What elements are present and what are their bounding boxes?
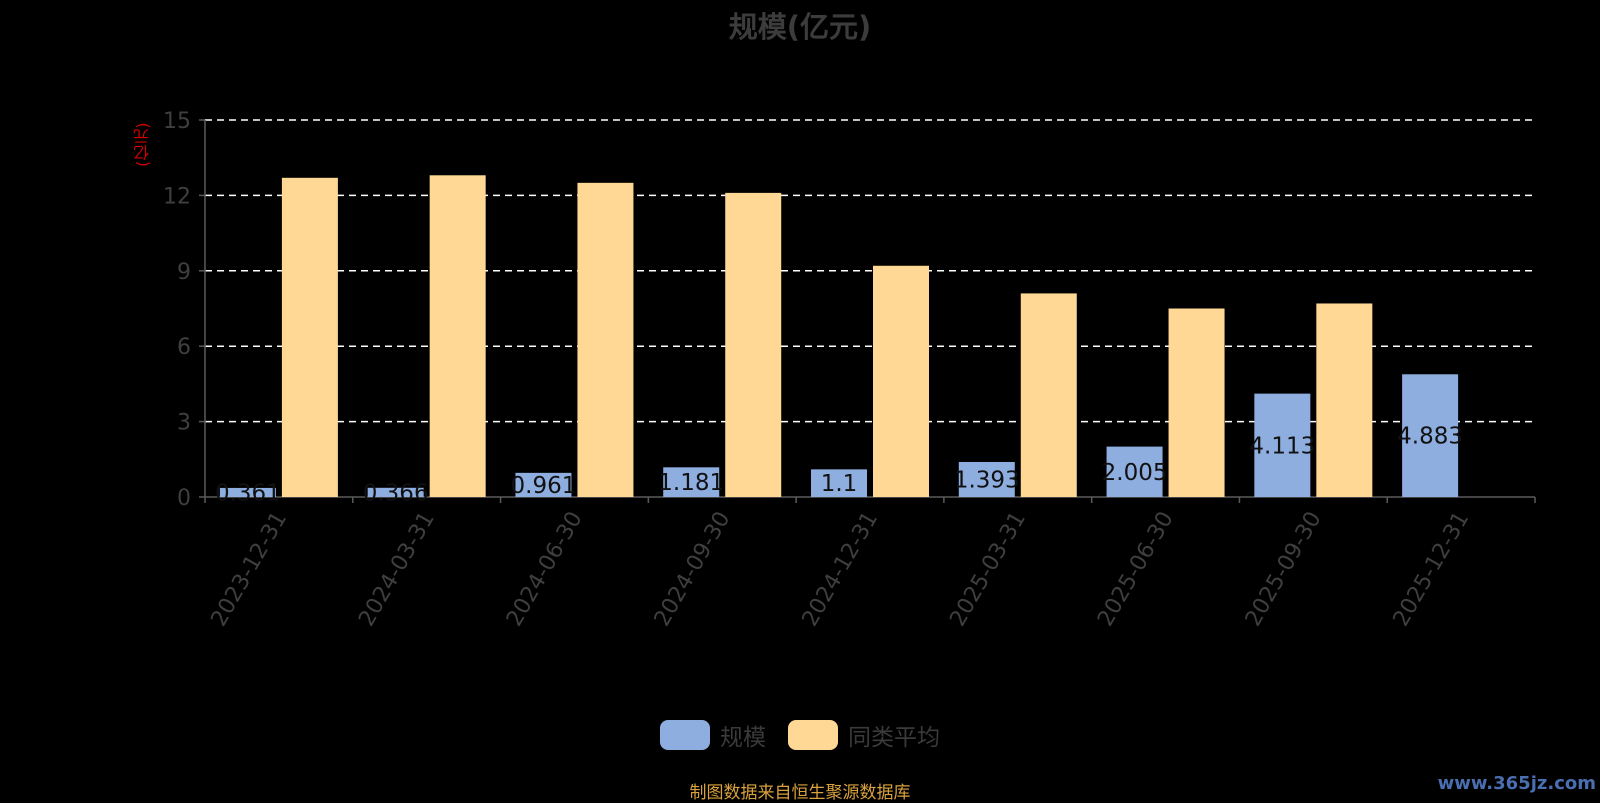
bar-scale <box>367 487 424 497</box>
data-label-scale: 0.361 <box>215 480 281 506</box>
bar-scale <box>663 467 720 497</box>
data-label-scale: 0.961 <box>511 473 577 499</box>
bar-average <box>577 182 634 498</box>
legend-swatch-average <box>788 720 838 750</box>
bar-scale <box>1402 374 1459 497</box>
x-tick-label: 2023-12-31 <box>207 508 293 631</box>
y-tick-label: 9 <box>177 260 191 285</box>
bar-scale <box>219 487 276 497</box>
source-note: 制图数据来自恒生聚源数据库 <box>689 783 911 803</box>
legend-label-scale: 规模 <box>720 725 766 751</box>
legend-swatch-scale <box>660 720 710 750</box>
bar-average <box>725 192 782 498</box>
bar-scale <box>811 469 867 497</box>
y-tick-label: 0 <box>177 486 191 511</box>
x-tick-label: 2025-06-30 <box>1093 508 1179 631</box>
bar-average <box>281 177 338 497</box>
legend-item-scale[interactable]: 规模 <box>660 718 766 752</box>
y-tick-label: 3 <box>177 411 191 436</box>
x-tick-label: 2024-03-31 <box>354 507 440 630</box>
legend-item-average[interactable]: 同类平均 <box>788 718 940 752</box>
data-label-scale: 1.393 <box>954 467 1020 493</box>
x-tick-label: 2024-09-30 <box>650 508 736 631</box>
bar-average <box>1020 293 1077 497</box>
data-label-scale: 1.1 <box>821 471 858 497</box>
bar-average <box>1316 303 1373 497</box>
bar-average <box>873 265 929 497</box>
legend-label-average: 同类平均 <box>848 725 940 751</box>
x-tick-label: 2024-12-31 <box>798 508 884 631</box>
y-tick-label: 12 <box>163 184 191 209</box>
x-tick-label: 2025-09-30 <box>1241 508 1327 631</box>
data-label-scale: 0.366 <box>363 480 429 506</box>
bar-average <box>429 175 486 497</box>
bar-scale <box>1106 446 1163 497</box>
bar-scale <box>958 461 1015 497</box>
data-label-scale: 4.883 <box>1397 424 1463 450</box>
x-tick-label: 2024-06-30 <box>502 508 588 631</box>
bar-scale <box>515 472 572 497</box>
data-label-scale: 4.113 <box>1249 433 1315 459</box>
x-tick-label: 2025-03-31 <box>945 508 1031 631</box>
legend: 规模 同类平均 <box>0 718 1600 752</box>
y-tick-label: 15 <box>163 109 191 134</box>
chart-title: 规模(亿元) <box>728 10 872 44</box>
bar-scale <box>1254 393 1311 497</box>
data-label-scale: 2.005 <box>1102 460 1168 486</box>
bar-average <box>1168 308 1225 497</box>
y-tick-label: 6 <box>177 335 191 360</box>
watermark: www.365jz.com <box>1437 773 1596 794</box>
data-label-scale: 1.181 <box>658 470 724 496</box>
x-tick-label: 2025-12-31 <box>1389 508 1475 631</box>
